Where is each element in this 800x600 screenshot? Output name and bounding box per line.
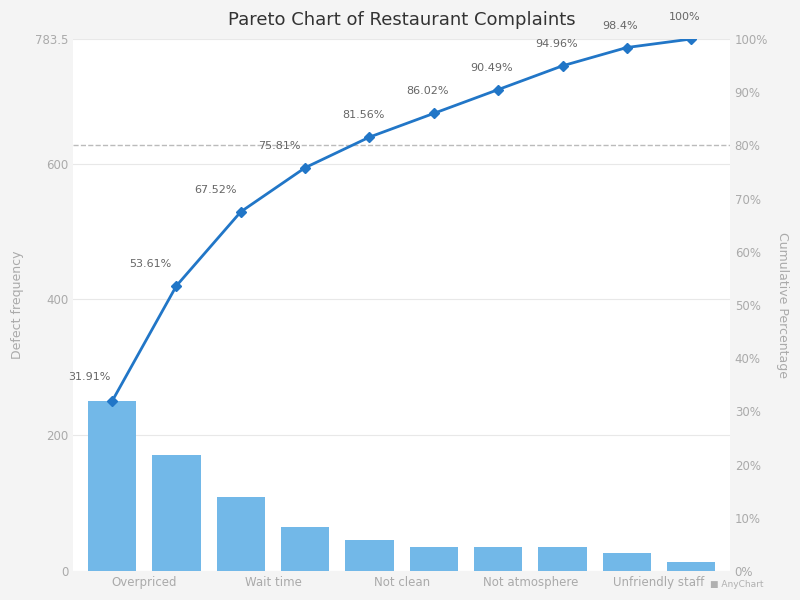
Text: 31.91%: 31.91% xyxy=(68,372,110,382)
Bar xyxy=(538,547,586,571)
Text: 53.61%: 53.61% xyxy=(130,259,172,269)
Y-axis label: Defect frequency: Defect frequency xyxy=(11,251,24,359)
Title: Pareto Chart of Restaurant Complaints: Pareto Chart of Restaurant Complaints xyxy=(228,11,575,29)
Text: 98.4%: 98.4% xyxy=(602,20,638,31)
Bar xyxy=(602,553,651,571)
Bar xyxy=(410,547,458,571)
Text: ■ AnyChart: ■ AnyChart xyxy=(710,580,764,589)
Text: 86.02%: 86.02% xyxy=(406,86,449,97)
Text: 81.56%: 81.56% xyxy=(342,110,384,120)
Text: 90.49%: 90.49% xyxy=(470,62,513,73)
Bar xyxy=(152,455,201,571)
Text: 94.96%: 94.96% xyxy=(534,39,578,49)
Bar xyxy=(88,401,136,571)
Y-axis label: Cumulative Percentage: Cumulative Percentage xyxy=(776,232,789,378)
Text: 100%: 100% xyxy=(669,12,701,22)
Text: 75.81%: 75.81% xyxy=(258,141,301,151)
Bar xyxy=(474,547,522,571)
Bar xyxy=(346,541,394,571)
Text: 67.52%: 67.52% xyxy=(194,185,236,195)
Bar xyxy=(281,527,330,571)
Bar xyxy=(217,497,265,571)
Bar xyxy=(667,562,715,571)
